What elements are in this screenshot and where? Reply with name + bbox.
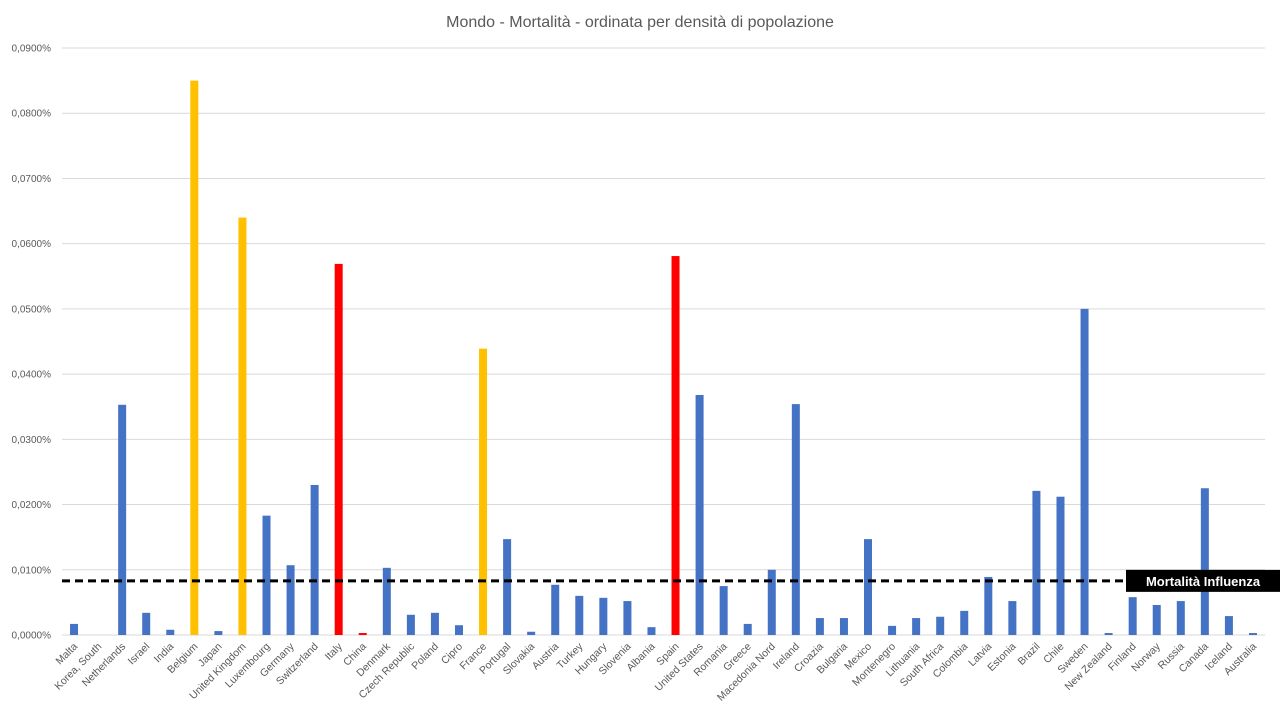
y-tick-label: 0,0900% <box>12 44 52 55</box>
bar-croazia <box>815 618 824 635</box>
bar-netherlands <box>118 404 127 635</box>
bar-cipro <box>454 625 463 635</box>
bar-italy <box>334 263 343 635</box>
bar-india <box>166 629 175 635</box>
bar-canada <box>1200 488 1209 635</box>
bar-brazil <box>1032 490 1041 635</box>
reference-line-group: Mortalità Influenza <box>62 569 1280 592</box>
y-tick-label: 0,0500% <box>12 304 52 315</box>
x-tick-label: Israel <box>126 641 153 668</box>
bar-switzerland <box>310 484 319 635</box>
bar-mexico <box>864 539 873 635</box>
bar-estonia <box>1008 601 1017 635</box>
bar-ireland <box>791 404 800 635</box>
bar-iceland <box>1224 616 1233 635</box>
bar-poland <box>430 612 439 635</box>
x-tick-label: Poland <box>409 641 441 673</box>
bar-china <box>358 633 367 635</box>
x-tick-label: Austria <box>530 641 562 673</box>
bar-united-states <box>695 394 704 635</box>
bars <box>70 80 1257 636</box>
bar-chile <box>1056 496 1065 635</box>
bar-bulgaria <box>839 618 848 635</box>
y-tick-label: 0,0800% <box>12 109 52 120</box>
bar-greece <box>743 623 752 635</box>
y-tick-label: 0,0600% <box>12 239 52 250</box>
bar-hungary <box>599 597 608 635</box>
bar-macedonia-nord <box>767 569 776 635</box>
bar-luxembourg <box>262 515 271 635</box>
bar-slovakia <box>527 631 536 635</box>
bar-portugal <box>503 539 512 635</box>
bar-sweden <box>1080 308 1089 635</box>
bar-albania <box>647 627 656 635</box>
y-tick-label: 0,0700% <box>12 174 52 185</box>
y-tick-label: 0,0000% <box>12 631 52 642</box>
gridlines <box>62 47 1265 636</box>
bar-slovenia <box>623 601 632 635</box>
bar-turkey <box>575 595 584 635</box>
y-tick-label: 0,0200% <box>12 500 52 511</box>
bar-belgium <box>190 80 199 636</box>
bar-germany <box>286 565 295 635</box>
bar-israel <box>142 612 151 635</box>
bar-finland <box>1128 597 1137 635</box>
y-tick-label: 0,0100% <box>12 565 52 576</box>
y-tick-label: 0,0400% <box>12 370 52 381</box>
bar-czech-republic <box>406 614 415 635</box>
bar-norway <box>1152 604 1161 635</box>
bar-new-zealand <box>1104 633 1113 635</box>
bar-south-africa <box>936 616 945 635</box>
bar-australia <box>1248 633 1257 635</box>
chart-title: Mondo - Mortalità - ordinata per densità… <box>446 14 834 31</box>
bar-france <box>479 348 488 635</box>
reference-line-label: Mortalità Influenza <box>1146 574 1261 589</box>
bar-malta <box>70 623 79 635</box>
bar-spain <box>671 256 680 635</box>
bar-latvia <box>984 576 993 635</box>
bar-montenegro <box>888 625 897 635</box>
x-tick-label: Brazil <box>1015 641 1042 668</box>
bar-japan <box>214 631 223 635</box>
bar-lithuania <box>912 618 921 635</box>
y-tick-label: 0,0300% <box>12 435 52 446</box>
bar-colombia <box>960 610 969 635</box>
bar-austria <box>551 584 560 635</box>
reference-label-box <box>1126 569 1280 592</box>
bar-romania <box>719 586 728 635</box>
bar-denmark <box>382 567 391 635</box>
bar-united-kingdom <box>238 217 247 636</box>
bar-russia <box>1176 601 1185 635</box>
y-axis-ticks: 0,0000% 0,0100% 0,0200% 0,0300% 0,0400% 0,050… <box>12 44 52 642</box>
